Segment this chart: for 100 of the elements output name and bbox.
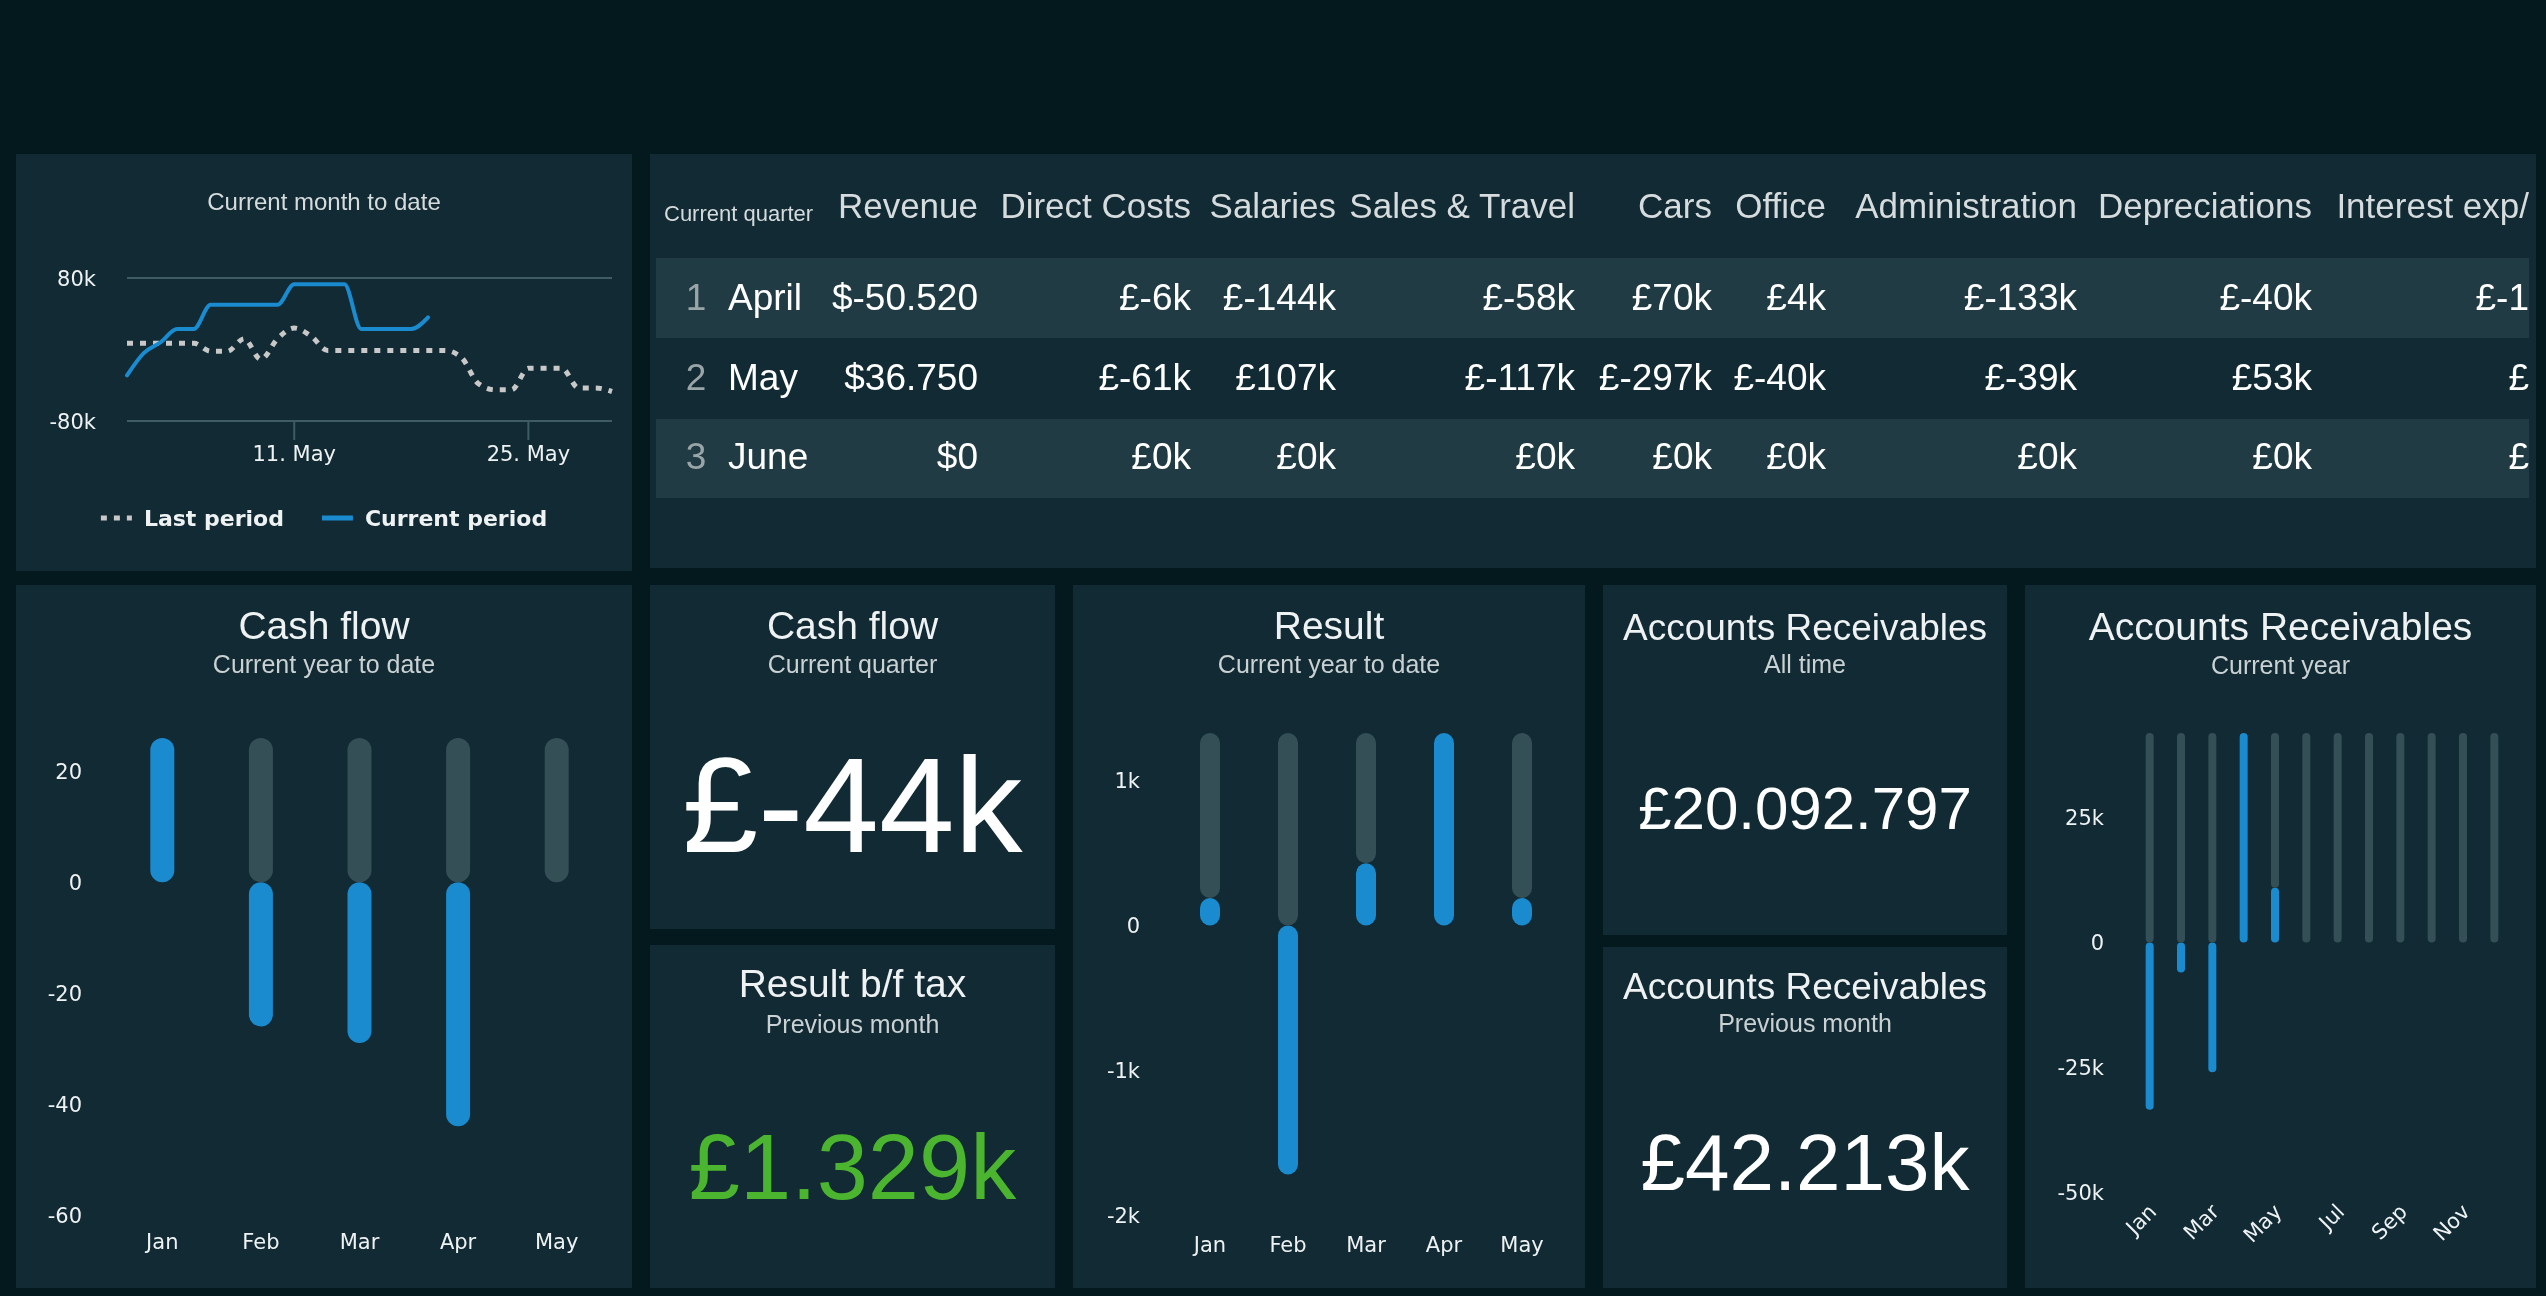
category-label: Office — [1735, 186, 1826, 225]
text: £-44k — [682, 729, 1024, 881]
x-tick-label: Jul — [2312, 1199, 2350, 1236]
x-tick-label: Jan — [2119, 1199, 2162, 1241]
y-tick-label: 25k — [2065, 806, 2105, 831]
x-tick-label: Apr — [439, 1230, 477, 1254]
text: Previous month — [765, 1010, 940, 1038]
bar — [2177, 942, 2185, 973]
text: £-6k — [1119, 277, 1191, 318]
x-tick-label: Apr — [1425, 1233, 1463, 1257]
text: May — [728, 357, 798, 398]
text: Current quarter — [767, 650, 938, 678]
text: Cash flow — [766, 604, 939, 647]
bar — [2145, 942, 2154, 1110]
y-tick-label: -2k — [1106, 1203, 1141, 1228]
text: April — [728, 277, 803, 318]
bar — [2459, 733, 2467, 943]
x-tick-label: 25. May — [486, 442, 571, 466]
text: All time — [1764, 650, 1846, 678]
bar — [2145, 733, 2154, 943]
text: £-40k — [2219, 277, 2312, 318]
y-tick-label: -60 — [47, 1203, 82, 1228]
bar — [2208, 942, 2217, 1073]
x-tick-label: Feb — [1269, 1233, 1307, 1257]
x-tick-label: Jan — [144, 1230, 179, 1254]
text: £-133k — [1963, 277, 2077, 318]
text: £-144k — [1222, 277, 1336, 318]
text: £0k — [1766, 436, 1826, 477]
y-tick-label: -80k — [49, 409, 97, 434]
chart-title: Accounts Receivables — [2088, 605, 2473, 648]
category-label: Sales & Travel — [1349, 186, 1575, 225]
category-label: Revenue — [837, 186, 978, 225]
bar — [2208, 733, 2217, 943]
text: £20.092.797 — [1638, 775, 1972, 842]
text: $-50.520 — [831, 277, 978, 318]
bar — [2333, 733, 2342, 943]
bar — [2271, 733, 2279, 888]
text: £ — [2508, 436, 2529, 477]
text: £-39k — [1984, 357, 2077, 398]
text: $36.750 — [844, 357, 978, 398]
text: £-61k — [1098, 357, 1191, 398]
y-tick-label: -40 — [47, 1092, 82, 1117]
bar — [1356, 733, 1376, 864]
category-label: Interest exp/ — [2336, 186, 2530, 225]
bar — [1356, 863, 1376, 926]
bar — [2302, 733, 2311, 943]
text: £0k — [2252, 436, 2312, 477]
text: $0 — [936, 436, 978, 477]
text: £-40k — [1733, 357, 1826, 398]
text: June — [728, 436, 809, 477]
y-tick-label: 0 — [1126, 914, 1140, 939]
bar — [1200, 733, 1220, 899]
bar — [2365, 733, 2373, 943]
x-tick-label: May — [1500, 1233, 1544, 1257]
bar — [2427, 733, 2436, 943]
text: £0k — [1515, 436, 1575, 477]
chart-subtitle: Current year to date — [1217, 650, 1441, 678]
x-tick-label: Jan — [1191, 1233, 1227, 1257]
bar — [2396, 733, 2405, 943]
y-tick-label: 20 — [55, 759, 82, 784]
text: £0k — [1652, 436, 1712, 477]
line-series — [125, 282, 431, 378]
legend-label: Last period — [143, 506, 284, 531]
text: £42.213k — [1640, 1118, 1971, 1207]
text: Accounts Receivables — [1622, 966, 1988, 1007]
text: £-1 — [2475, 277, 2529, 318]
text: £0k — [1131, 436, 1191, 477]
text: Previous month — [1718, 1009, 1892, 1037]
chart-title: Cash flow — [238, 604, 411, 647]
bar — [2490, 733, 2499, 943]
y-tick-label: -50k — [2057, 1180, 2105, 1205]
bar — [2177, 733, 2185, 943]
x-tick-label: Mar — [1346, 1233, 1387, 1257]
chart-subtitle: Current year — [2211, 651, 2350, 679]
y-tick-label: 80k — [57, 266, 97, 291]
x-tick-label: Sep — [2366, 1199, 2412, 1245]
category-label: Cars — [1638, 186, 1712, 225]
bar — [1278, 925, 1298, 1175]
text: £53k — [2231, 357, 2312, 398]
bar — [1434, 733, 1454, 926]
text: £107k — [1235, 357, 1336, 398]
x-tick-label: Mar — [2178, 1199, 2225, 1245]
y-tick-label: 0 — [68, 870, 82, 895]
category-label: 2 — [685, 357, 707, 398]
category-label: 1 — [685, 277, 707, 318]
x-tick-label: Feb — [242, 1230, 280, 1254]
y-tick-label: -20 — [47, 981, 82, 1006]
x-tick-label: 11. May — [252, 442, 336, 466]
chart-subtitle: Current year to date — [212, 650, 436, 678]
text: Result b/f tax — [738, 962, 967, 1005]
category-label: Salaries — [1209, 186, 1336, 225]
x-tick-label: Mar — [339, 1230, 380, 1254]
chart-title: Result — [1273, 604, 1385, 647]
y-tick-label: -1k — [1106, 1058, 1141, 1083]
y-tick-label: 1k — [1114, 769, 1141, 794]
y-tick-label: 0 — [2090, 931, 2104, 956]
text: £-117k — [1464, 357, 1575, 398]
category-label: Depreciations — [2098, 186, 2312, 225]
category-label: Current quarter — [664, 201, 814, 226]
bar — [1512, 733, 1532, 899]
